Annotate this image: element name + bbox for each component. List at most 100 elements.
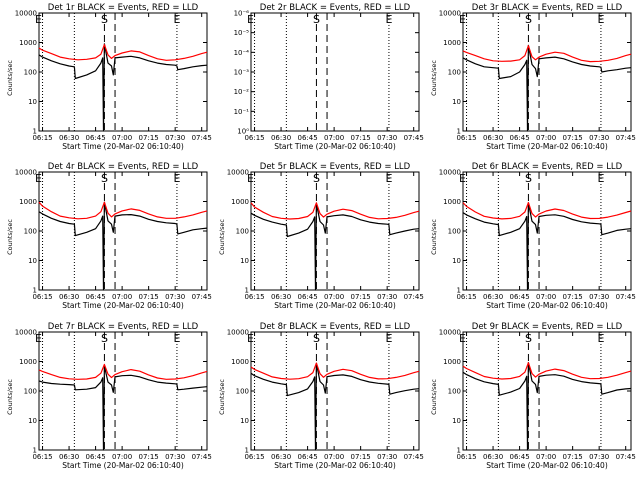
y-tick-label: 100 <box>448 228 461 236</box>
x-axis-label: Start Time (20-Mar-02 06:10:40) <box>486 142 608 151</box>
event-marker-label: S <box>525 13 532 26</box>
panel-title: Det 6r BLACK = Events, RED = LLD <box>472 162 623 172</box>
axes-frame <box>250 171 420 291</box>
y-tick-label: 100 <box>24 228 37 236</box>
y-tick-label: 10 <box>452 98 461 106</box>
x-tick-label: 07:15 <box>563 293 583 301</box>
y-tick-label: 10000 <box>227 329 249 337</box>
x-tick-label: 06:45 <box>297 453 317 461</box>
x-tick-label: 07:00 <box>536 453 556 461</box>
x-tick-label: 06:30 <box>483 134 503 142</box>
axes-frame <box>38 12 208 132</box>
event-marker-label: E <box>385 13 392 26</box>
x-tick-label: 06:15 <box>456 293 476 301</box>
x-tick-label: 07:00 <box>324 293 344 301</box>
x-tick-label: 07:45 <box>192 134 212 142</box>
x-tick-label: 06:15 <box>456 134 476 142</box>
y-tick-label: 10⁻¹ <box>234 108 250 116</box>
event-marker-label: E <box>385 332 392 345</box>
x-tick-label: 07:45 <box>404 134 424 142</box>
axes-frame <box>250 12 420 132</box>
y-tick-label: 1000 <box>19 39 37 47</box>
y-tick-label: 10000 <box>227 169 249 177</box>
y-axis-label: Counts/sec <box>6 219 14 255</box>
x-tick-label: 07:30 <box>377 293 397 301</box>
y-tick-label: 10 <box>240 417 249 425</box>
axes-frame <box>462 331 632 451</box>
y-tick-label: 100 <box>448 388 461 396</box>
x-tick-label: 06:30 <box>483 293 503 301</box>
events-series-line <box>38 43 208 132</box>
y-tick-label: 10000 <box>439 10 461 18</box>
x-tick-label: 07:15 <box>351 134 371 142</box>
x-tick-label: 06:30 <box>271 453 291 461</box>
panel-title: Det 9r BLACK = Events, RED = LLD <box>472 322 623 332</box>
event-marker-label: E <box>597 13 604 26</box>
y-tick-label: 1 <box>245 447 249 455</box>
x-tick-label: 07:45 <box>616 453 636 461</box>
y-tick-label: 100 <box>236 228 249 236</box>
x-axis-label: Start Time (20-Mar-02 06:10:40) <box>274 461 396 470</box>
panel-title: Det 2r BLACK = Events, RED = LLD <box>260 3 411 13</box>
x-tick-label: 07:00 <box>536 293 556 301</box>
axes-frame <box>462 171 632 291</box>
x-tick-label: 07:00 <box>112 453 132 461</box>
event-marker-label: E <box>173 332 180 345</box>
x-tick-label: 07:15 <box>139 293 159 301</box>
y-tick-label: 1 <box>33 128 37 136</box>
y-tick-label: 10 <box>28 257 37 265</box>
lld-series-line <box>38 201 208 220</box>
y-tick-label: 1 <box>457 287 461 295</box>
y-tick-label: 100 <box>24 388 37 396</box>
y-tick-label: 10 <box>28 417 37 425</box>
panel-title: Det 7r BLACK = Events, RED = LLD <box>48 322 199 332</box>
x-tick-label: 07:30 <box>377 453 397 461</box>
x-tick-label: 06:45 <box>509 453 529 461</box>
x-axis-label: Start Time (20-Mar-02 06:10:40) <box>62 142 184 151</box>
x-tick-label: 06:30 <box>483 453 503 461</box>
event-marker-label: S <box>313 13 320 26</box>
x-tick-label: 06:45 <box>297 134 317 142</box>
y-tick-label: 1 <box>33 447 37 455</box>
x-tick-label: 07:15 <box>139 134 159 142</box>
y-tick-label: 1000 <box>19 358 37 366</box>
lld-series-line <box>38 43 208 61</box>
x-axis-label: Start Time (20-Mar-02 06:10:40) <box>486 461 608 470</box>
x-tick-label: 07:45 <box>192 293 212 301</box>
y-tick-label: 10 <box>28 98 37 106</box>
y-tick-label: 10000 <box>15 169 37 177</box>
event-marker-label: E <box>597 172 604 185</box>
lld-series-line <box>462 45 632 63</box>
event-marker-label: E <box>35 13 42 26</box>
y-axis-label: Counts/sec <box>218 379 226 415</box>
x-tick-label: 07:00 <box>536 134 556 142</box>
y-tick-label: 1 <box>33 287 37 295</box>
events-series-line <box>462 202 632 291</box>
x-tick-label: 06:45 <box>85 453 105 461</box>
panel-title: Det 5r BLACK = Events, RED = LLD <box>260 162 411 172</box>
lld-series-line <box>462 362 632 380</box>
x-tick-label: 06:30 <box>59 453 79 461</box>
y-axis-label: Counts/sec <box>6 60 14 96</box>
y-tick-label: 1000 <box>231 358 249 366</box>
axes-frame <box>462 12 632 132</box>
x-tick-label: 07:00 <box>112 293 132 301</box>
x-tick-label: 06:15 <box>244 134 264 142</box>
y-tick-label: 10 <box>452 257 461 265</box>
event-marker-label: E <box>173 172 180 185</box>
y-tick-label: 10000 <box>15 329 37 337</box>
y-tick-label: 10⁻⁶ <box>234 10 250 18</box>
x-tick-label: 07:15 <box>351 293 371 301</box>
y-axis-label: Counts/sec <box>218 219 226 255</box>
event-marker-label: E <box>173 13 180 26</box>
event-marker-label: S <box>101 172 108 185</box>
y-tick-label: 10⁻² <box>234 88 250 96</box>
panel-title: Det 4r BLACK = Events, RED = LLD <box>48 162 199 172</box>
y-tick-label: 10⁻⁵ <box>234 29 250 37</box>
event-marker-label: E <box>459 332 466 345</box>
x-tick-label: 07:45 <box>404 453 424 461</box>
axes-frame <box>250 331 420 451</box>
x-tick-label: 06:45 <box>509 134 529 142</box>
